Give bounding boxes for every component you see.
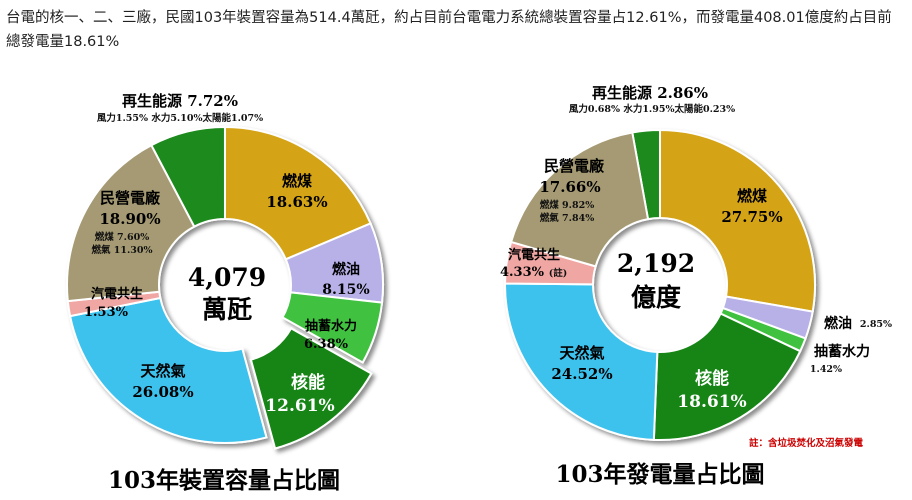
generation-slice-nuclear bbox=[652, 312, 802, 441]
capacity-ipp-name: 民營電廠 bbox=[100, 189, 161, 207]
generation-gas-name: 天然氣 bbox=[559, 344, 604, 362]
generation-ipp-name: 民營電廠 bbox=[544, 157, 605, 175]
capacity-donut bbox=[66, 125, 384, 450]
capacity-donut-slices bbox=[66, 125, 384, 450]
capacity-renewable-detail: 風力1.55% 水力5.10%太陽能1.07% bbox=[97, 112, 263, 124]
generation-footnote: 註：含垃圾焚化及沼氣發電 bbox=[749, 437, 864, 449]
capacity-pumped-pct: 6.38% bbox=[304, 337, 349, 352]
capacity-slice-pumped bbox=[281, 291, 384, 364]
generation-ipp-coal: 燃煤 9.82% bbox=[540, 199, 594, 211]
generation-gas-pct: 24.52% bbox=[551, 365, 612, 383]
generation-pumped-pct: 1.42% bbox=[810, 364, 842, 375]
generation-nuclear-name: 核能 bbox=[695, 368, 729, 389]
generation-renewable-label: 再生能源 2.86% bbox=[592, 84, 708, 102]
capacity-gas-name: 天然氣 bbox=[140, 362, 185, 380]
capacity-cogen-name: 汽電共生 bbox=[91, 286, 143, 302]
capacity-gas-pct: 26.08% bbox=[132, 383, 193, 401]
generation-ipp-pct: 17.66% bbox=[539, 178, 600, 196]
capacity-slice-coal bbox=[223, 125, 372, 261]
capacity-nuclear-name: 核能 bbox=[291, 372, 325, 393]
capacity-slice-ipp bbox=[66, 143, 196, 303]
generation-cogen-name: 汽電共生 bbox=[508, 247, 560, 263]
capacity-ipp-gas: 燃氣 11.30% bbox=[91, 244, 152, 256]
generation-coal-pct: 27.75% bbox=[721, 208, 782, 226]
generation-total-unit: 億度 bbox=[631, 283, 681, 312]
generation-renewable-detail: 風力0.68% 水力1.95%太陽能0.23% bbox=[569, 103, 735, 115]
generation-ipp-gas: 燃氣 7.84% bbox=[540, 212, 594, 224]
intro-text: 台電的核一、二、三廠，民國103年裝置容量為514.4萬瓩，約占目前台電電力系統… bbox=[6, 10, 892, 50]
capacity-chart-title: 103年裝置容量占比圖 bbox=[108, 467, 340, 494]
generation-chart-title: 103年發電量占比圖 bbox=[555, 461, 764, 488]
capacity-oil-pct: 8.15% bbox=[322, 282, 369, 298]
generation-slice-gas bbox=[504, 282, 659, 441]
generation-oil-name: 燃油 bbox=[824, 315, 852, 332]
capacity-pumped-name: 抽蓄水力 bbox=[305, 318, 357, 334]
generation-coal-name: 燃煤 bbox=[737, 187, 767, 205]
capacity-total-value: 4,079 bbox=[188, 263, 266, 292]
capacity-renewable-label: 再生能源 7.72% bbox=[122, 92, 238, 110]
generation-slice-coal bbox=[658, 128, 816, 313]
generation-cogen-pct: 4.33% bbox=[500, 265, 545, 280]
capacity-nuclear-pct: 12.61% bbox=[265, 396, 334, 416]
capacity-total-unit: 萬瓩 bbox=[202, 295, 252, 324]
capacity-slice-gas bbox=[68, 296, 268, 444]
generation-oil-pct: 2.85% bbox=[860, 319, 892, 330]
generation-slice-ipp bbox=[509, 131, 650, 268]
generation-nuclear-pct: 18.61% bbox=[677, 392, 746, 412]
capacity-cogen-pct: 1.53% bbox=[84, 305, 129, 320]
capacity-coal-name: 燃煤 bbox=[282, 172, 312, 190]
capacity-coal-pct: 18.63% bbox=[266, 193, 327, 211]
generation-donut bbox=[503, 128, 816, 441]
capacity-slice-nuclear bbox=[249, 327, 373, 450]
generation-donut-slices bbox=[503, 128, 816, 441]
capacity-ipp-coal: 燃煤 7.60% bbox=[95, 231, 149, 243]
generation-total-value: 2,192 bbox=[617, 249, 695, 278]
generation-pumped-name: 抽蓄水力 bbox=[814, 343, 870, 360]
capacity-oil-name: 燃油 bbox=[332, 261, 360, 278]
generation-cogen-note: (註) bbox=[549, 267, 568, 279]
capacity-ipp-pct: 18.90% bbox=[99, 210, 160, 228]
